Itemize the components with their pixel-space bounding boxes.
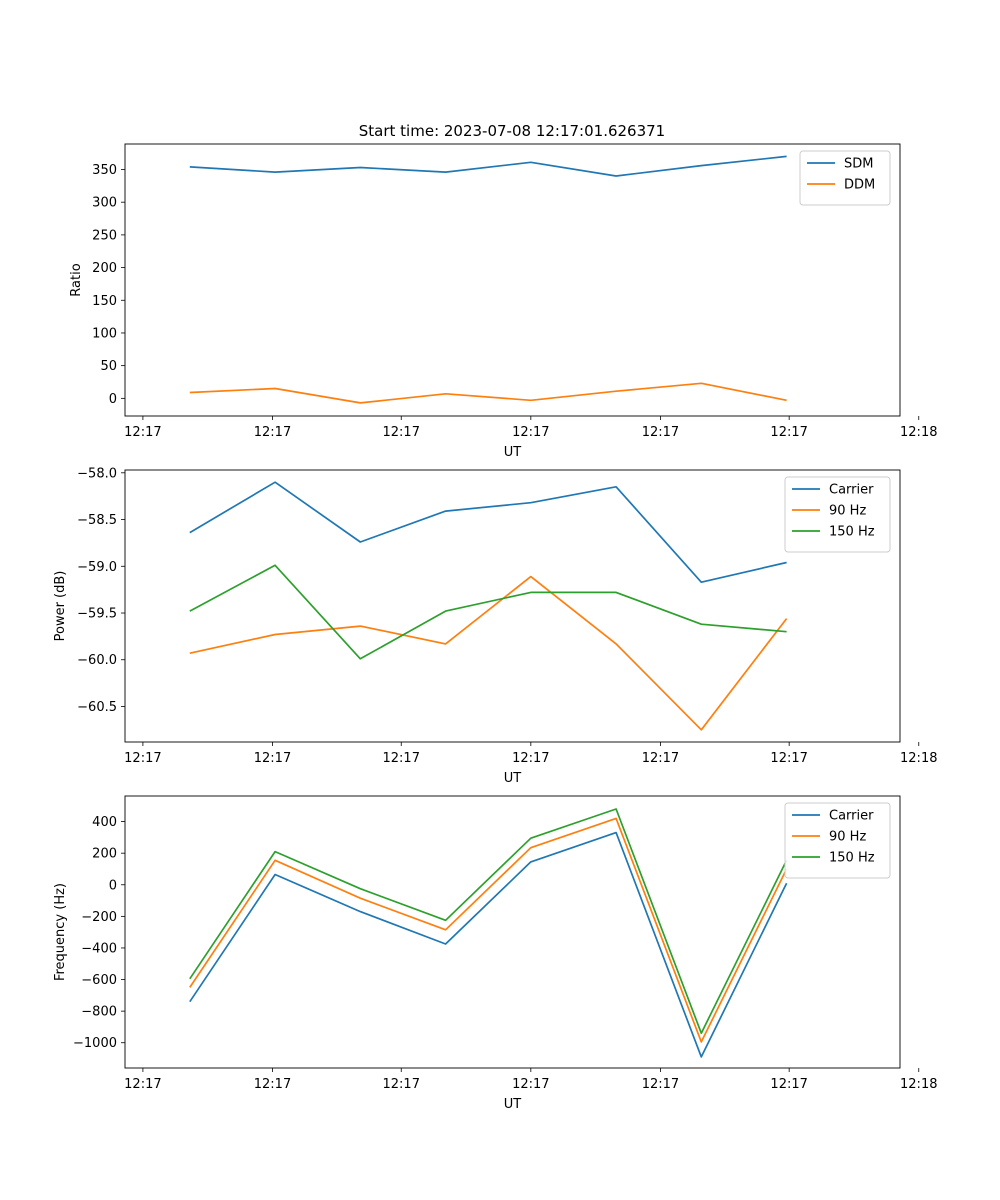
x-tick-label: 12:17 <box>512 425 549 440</box>
axes-frame <box>124 469 901 743</box>
y-tick-label: −1000 <box>73 1036 117 1051</box>
legend: SDM DDM <box>799 150 891 206</box>
y-tick-label: 200 <box>92 261 117 276</box>
y-tick-label: 350 <box>92 163 117 178</box>
series-line-90-hz <box>189 575 788 731</box>
x-tick-label: 12:17 <box>383 425 420 440</box>
chart-1: 0 50 100 150 200 250 300 350 12:17 12:17 12:17 12:1… <box>69 143 937 460</box>
legend-box <box>799 150 891 206</box>
axes-frame <box>124 795 901 1069</box>
y-axis-label: Ratio <box>69 263 84 296</box>
legend-label: Carrier <box>829 809 874 824</box>
legend-label: Carrier <box>829 483 874 498</box>
x-tick-label: 12:17 <box>254 751 291 766</box>
legend-label: 90 Hz <box>829 830 866 845</box>
x-tick-label: 12:17 <box>770 751 807 766</box>
y-tick-label: −59.0 <box>77 560 117 575</box>
y-axis-label: Power (dB) <box>53 571 68 642</box>
x-axis-label: UT <box>504 445 522 460</box>
y-tick-label: −600 <box>81 973 117 988</box>
y-tick-label: 300 <box>92 196 117 211</box>
x-tick-label: 12:17 <box>512 1077 549 1092</box>
x-tick-label: 12:17 <box>124 425 161 440</box>
x-axis-label: UT <box>504 771 522 786</box>
legend-label: SDM <box>844 157 873 172</box>
y-tick-label: −60.0 <box>77 653 117 668</box>
x-tick-label: 12:17 <box>512 751 549 766</box>
series-line-carrier <box>189 831 788 1058</box>
x-tick-label: 12:17 <box>642 751 679 766</box>
series-line-90-hz <box>189 817 788 1043</box>
y-tick-label: −400 <box>81 941 117 956</box>
chart-3: −1000 −800 −600 −400 −200 0 200 400 12:17 12:17 12… <box>53 795 937 1112</box>
legend: Carrier 90 Hz 150 Hz <box>784 476 891 553</box>
x-tick-label: 12:18 <box>900 1077 937 1092</box>
series-line-carrier <box>189 481 787 584</box>
y-axis-label: Frequency (Hz) <box>53 883 68 981</box>
x-tick-label: 12:17 <box>642 1077 679 1092</box>
x-tick-label: 12:17 <box>254 425 291 440</box>
legend-label: DDM <box>844 178 875 193</box>
figure-title: Start time: 2023-07-08 12:17:01.626371 <box>359 122 665 140</box>
x-tick-label: 12:17 <box>770 1077 807 1092</box>
legend-box <box>784 802 891 879</box>
y-tick-label: 100 <box>92 326 117 341</box>
series-line-150-hz <box>189 808 788 1035</box>
x-tick-label: 12:17 <box>770 425 807 440</box>
y-tick-label: 150 <box>92 294 117 309</box>
y-tick-label: 0 <box>109 392 117 407</box>
chart-2: −60.5 −60.0 −59.5 −59.0 −58.5 −58.0 12:17 12:17… <box>53 466 937 786</box>
x-tick-label: 12:17 <box>642 425 679 440</box>
series-line-ddm <box>189 382 787 404</box>
series-line-150-hz <box>189 564 787 660</box>
y-tick-label: −59.5 <box>77 607 117 622</box>
x-tick-label: 12:18 <box>900 751 937 766</box>
legend-box <box>784 476 891 553</box>
x-tick-label: 12:17 <box>124 1077 161 1092</box>
x-tick-label: 12:18 <box>900 425 937 440</box>
legend: Carrier 90 Hz 150 Hz <box>784 802 891 879</box>
x-tick-label: 12:17 <box>124 751 161 766</box>
x-tick-label: 12:17 <box>383 751 420 766</box>
y-tick-label: −800 <box>81 1005 117 1020</box>
x-tick-label: 12:17 <box>383 1077 420 1092</box>
x-tick-label: 12:17 <box>254 1077 291 1092</box>
axes-frame <box>124 143 901 417</box>
y-tick-label: −60.5 <box>77 700 117 715</box>
y-tick-label: 50 <box>100 359 117 374</box>
y-tick-label: −200 <box>81 910 117 925</box>
legend-label: 90 Hz <box>829 504 866 519</box>
series-line-sdm <box>189 155 787 177</box>
y-tick-label: 200 <box>92 847 117 862</box>
legend-label: 150 Hz <box>829 851 875 866</box>
y-tick-label: −58.0 <box>77 466 117 481</box>
y-tick-label: 0 <box>109 878 117 893</box>
y-tick-label: −58.5 <box>77 513 117 528</box>
y-tick-label: 400 <box>92 815 117 830</box>
legend-label: 150 Hz <box>829 525 875 540</box>
x-axis-label: UT <box>504 1097 522 1112</box>
y-tick-label: 250 <box>92 228 117 243</box>
